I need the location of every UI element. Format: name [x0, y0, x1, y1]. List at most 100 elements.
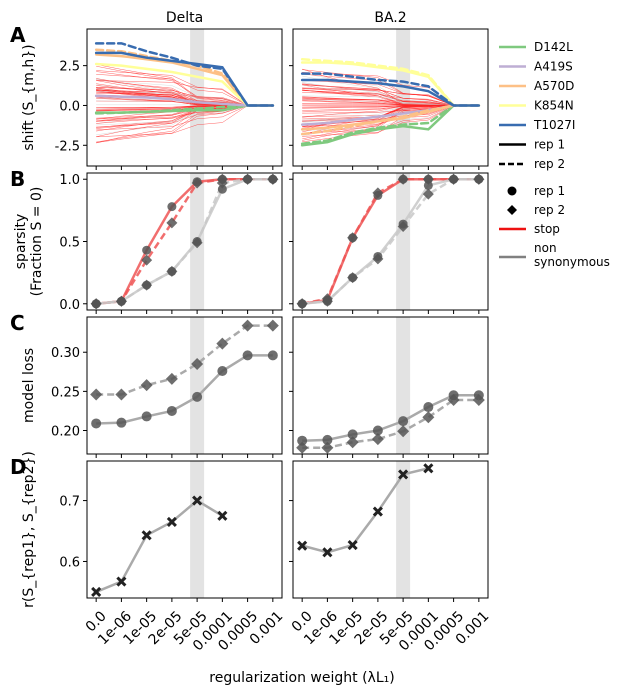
- marker-point: [422, 411, 435, 424]
- marker-point: [191, 177, 203, 189]
- legend-item-rep-1: rep 1: [507, 184, 565, 198]
- y-tick-label: 1.0: [59, 173, 80, 188]
- marker-point: [167, 202, 177, 212]
- subplot-a-ba2: BA.2: [289, 10, 489, 170]
- marker-point: [216, 337, 229, 350]
- marker-point: [473, 173, 485, 185]
- marker-point: [422, 188, 434, 200]
- marker-point: [191, 237, 203, 249]
- marker-point: [347, 429, 358, 440]
- y-tick-label: 2.5: [59, 60, 80, 75]
- legend-marker: [507, 205, 517, 215]
- marker-point: [166, 516, 177, 527]
- marker-point: [397, 173, 409, 185]
- marker-point: [115, 295, 127, 307]
- axes-frame: [86, 28, 283, 167]
- marker-point: [448, 173, 460, 185]
- marker-point: [322, 434, 333, 445]
- marker-point: [267, 350, 278, 361]
- marker-point: [142, 245, 152, 255]
- legend-label: D142L: [534, 40, 573, 54]
- subplot-c-delta: 0.20 0.25 0.30: [51, 316, 283, 458]
- marker-point: [267, 173, 279, 185]
- marker-point: [91, 586, 102, 597]
- legend-item-stop: stop: [499, 222, 560, 236]
- series-rep-1: [96, 354, 273, 425]
- marker-point: [217, 184, 227, 194]
- marker-point: [423, 463, 434, 474]
- series-rep-2: [96, 324, 273, 396]
- series-stop-rep2: [301, 177, 479, 305]
- marker-point: [372, 425, 383, 436]
- legend-label: stop: [534, 222, 560, 236]
- subplot-a-delta: -2.5 0.0 2.5 Delta: [55, 10, 283, 170]
- marker-point: [166, 265, 178, 277]
- axes-frame: [292, 316, 489, 455]
- marker-point: [191, 357, 204, 370]
- marker-point: [397, 425, 410, 438]
- marker-point: [192, 495, 203, 506]
- legend-item-rep-2: rep 2: [507, 203, 565, 217]
- marker-point: [166, 217, 178, 229]
- legend-label: A419S: [534, 60, 573, 74]
- y-tick-label: -2.5: [55, 139, 80, 154]
- marker-point: [296, 441, 309, 454]
- y-tick-label: 0.7: [59, 495, 80, 510]
- marker-point: [398, 416, 409, 427]
- marker-point: [90, 388, 103, 401]
- series-a570d-rep2: [300, 104, 481, 136]
- y-tick-label: 0.0: [59, 298, 80, 313]
- marker-point: [141, 411, 152, 422]
- series-non-synonymous-rep2: [302, 177, 479, 306]
- marker-point: [372, 187, 384, 199]
- marker-point: [217, 366, 228, 377]
- series-a419s-rep1: [94, 94, 275, 107]
- legend-label: T1027I: [533, 118, 575, 132]
- y-tick-label: 0.5: [59, 236, 80, 251]
- highlight-band: [396, 461, 411, 598]
- marker-point: [141, 530, 152, 541]
- legend-item-rep-1: rep 1: [499, 138, 565, 152]
- y-axis-label-line: r(S_{rep1}, S_{rep2}): [21, 451, 37, 608]
- marker-point: [216, 177, 228, 189]
- legend-label: synonymous: [534, 255, 610, 269]
- series-stop-rep2: [96, 177, 273, 306]
- marker-point: [296, 298, 308, 310]
- marker-point: [347, 539, 358, 551]
- legend-top: D142L A419S A570D K854N T1027I rep 1 rep 2: [499, 40, 575, 171]
- marker-point: [90, 298, 102, 310]
- marker-point: [115, 388, 128, 401]
- marker-point: [297, 435, 308, 446]
- marker-point: [166, 405, 177, 416]
- y-axis-label-line: shift (S_{m,h}): [21, 44, 37, 150]
- axes-frame: [86, 316, 283, 455]
- subplot-b-ba2: [289, 172, 489, 314]
- y-axis-label-b: sparsity (Fraction S = 0): [13, 187, 45, 297]
- marker-point: [192, 391, 203, 402]
- legend-item-rep-2: rep 2: [499, 157, 565, 171]
- x-axis-label: regularization weight (λL₁): [209, 670, 394, 686]
- trace-line: [302, 95, 479, 106]
- series-stop-rep1: [96, 177, 273, 306]
- legend-label: non: [534, 241, 557, 255]
- marker-point: [372, 253, 384, 265]
- marker-point: [217, 510, 228, 521]
- y-axis-label-d: r(S_{rep1}, S_{rep2}): [21, 451, 37, 608]
- legend-label: A570D: [534, 79, 574, 93]
- subplot-b-delta: 0.0 0.5 1.0: [59, 172, 283, 314]
- subplot-c-ba2: [289, 316, 489, 458]
- subplot-d-delta: 0.60.70.01e-061e-052e-055e-050.00010.000…: [59, 460, 286, 654]
- y-axis-label-c: model loss: [21, 348, 37, 423]
- legend-item-a570d: A570D: [499, 79, 574, 93]
- panel-letter-c: C: [10, 311, 25, 335]
- marker-point: [346, 436, 359, 449]
- trace-line: [96, 105, 273, 138]
- series-correlation: [301, 467, 429, 554]
- marker-point: [116, 576, 127, 587]
- marker-point: [241, 319, 254, 332]
- marker-point: [372, 506, 383, 517]
- y-tick-label: 0.25: [51, 385, 80, 400]
- marker-point: [297, 540, 308, 551]
- series-d142l-rep2: [300, 104, 481, 145]
